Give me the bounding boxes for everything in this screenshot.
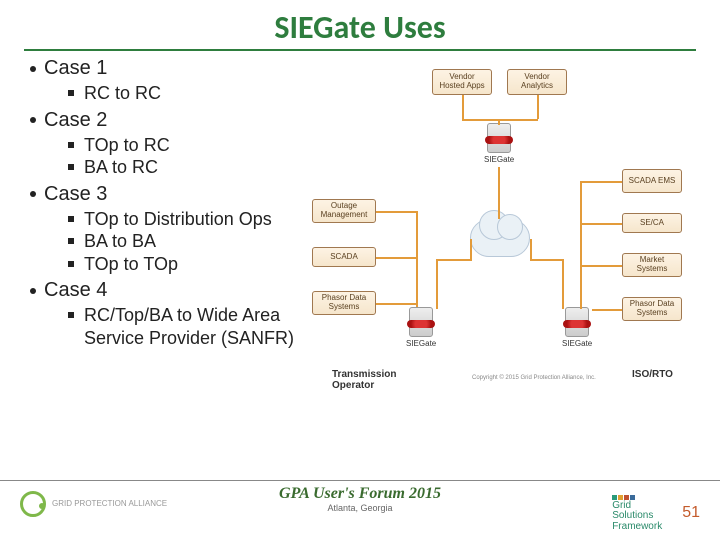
sub-item: TOp to RC — [68, 134, 304, 157]
case-label: Case 4 — [44, 279, 107, 302]
diagram-box: Vendor Hosted Apps — [432, 69, 492, 95]
cloud-icon — [470, 219, 530, 257]
bullet-list: Case 1 RC to RC Case 2 TOp to RC BA to R… — [24, 57, 304, 457]
siegate-icon: SIEGate — [562, 307, 592, 348]
diagram-box: SE/CA — [622, 213, 682, 233]
siegate-icon: SIEGate — [406, 307, 436, 348]
sub-item: RC to RC — [68, 82, 304, 105]
case-item: Case 1 RC to RC — [24, 57, 304, 105]
sub-item: BA to RC — [68, 156, 304, 179]
gpa-logo: GRID PROTECTION ALLIANCE — [20, 491, 167, 517]
diagram: Vendor Hosted Apps Vendor Analytics SIEG… — [312, 57, 696, 457]
sub-item: TOp to Distribution Ops — [68, 208, 304, 231]
region-label: ISO/RTO — [632, 369, 673, 380]
case-label: Case 1 — [44, 57, 107, 80]
forum-title: GPA User's Forum 2015 — [279, 485, 441, 503]
sub-item: RC/Top/BA to Wide Area Service Provider … — [68, 304, 304, 349]
siegate-icon: SIEGate — [484, 123, 514, 164]
diagram-box: Outage Management — [312, 199, 376, 223]
sub-item: BA to BA — [68, 230, 304, 253]
gsf-logo: GridSolutionsFramework — [612, 495, 662, 533]
sub-item: TOp to TOp — [68, 253, 304, 276]
gpa-text: GRID PROTECTION ALLIANCE — [52, 500, 167, 508]
case-item: Case 4 RC/Top/BA to Wide Area Service Pr… — [24, 279, 304, 349]
footer: GRID PROTECTION ALLIANCE GPA User's Foru… — [0, 480, 720, 540]
diagram-box: Vendor Analytics — [507, 69, 567, 95]
case-item: Case 2 TOp to RC BA to RC — [24, 109, 304, 179]
case-label: Case 3 — [44, 183, 107, 206]
slide-title: SIEGate Uses — [24, 8, 696, 51]
page-number: 51 — [682, 504, 700, 522]
diagram-box: Phasor Data Systems — [622, 297, 682, 321]
case-item: Case 3 TOp to Distribution Ops BA to BA … — [24, 183, 304, 276]
forum-location: Atlanta, Georgia — [279, 503, 441, 513]
copyright-text: Copyright © 2015 Grid Protection Allianc… — [472, 375, 596, 381]
gpa-ring-icon — [20, 491, 46, 517]
diagram-box: Market Systems — [622, 253, 682, 277]
diagram-box: Phasor Data Systems — [312, 291, 376, 315]
region-label: TransmissionOperator — [332, 369, 396, 391]
case-label: Case 2 — [44, 109, 107, 132]
diagram-box: SCADA EMS — [622, 169, 682, 193]
diagram-box: SCADA — [312, 247, 376, 267]
